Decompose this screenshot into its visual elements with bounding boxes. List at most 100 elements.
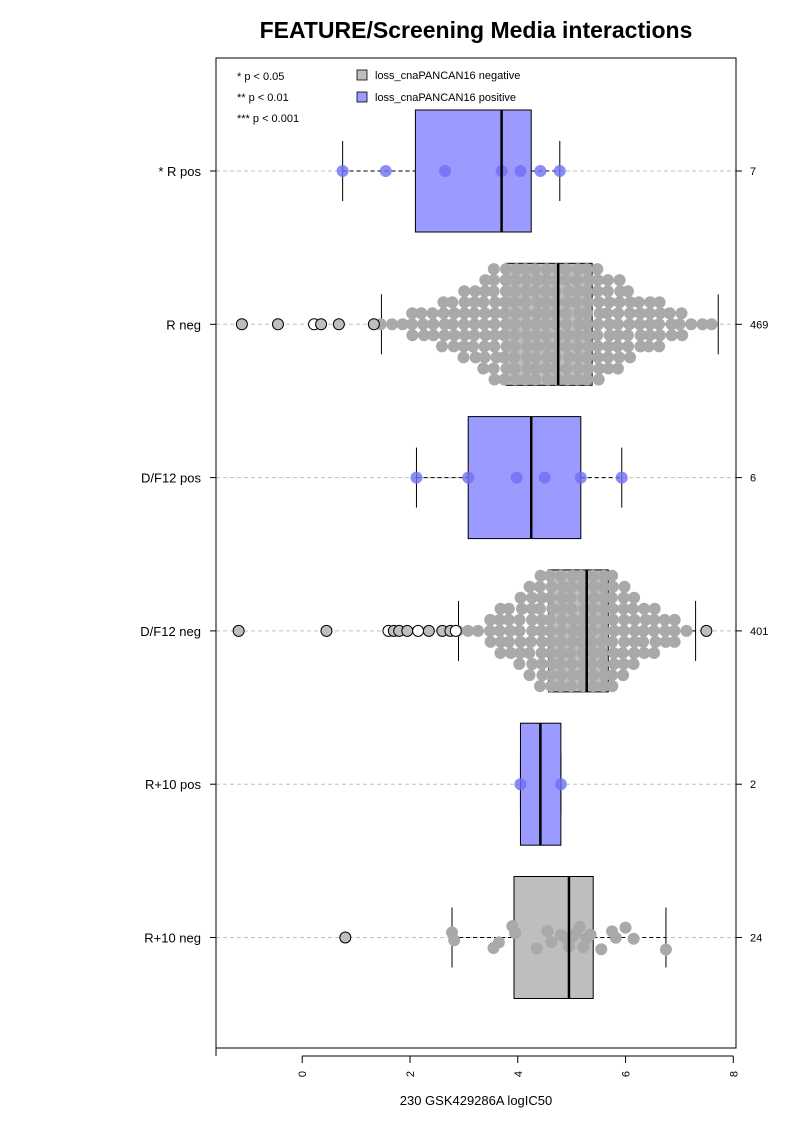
legend-swatch xyxy=(356,91,368,103)
data-point xyxy=(410,471,423,484)
data-point xyxy=(458,329,471,342)
data-point xyxy=(588,591,600,604)
group-label: * R pos xyxy=(158,164,201,179)
data-point xyxy=(529,351,542,364)
data-point xyxy=(533,602,546,615)
data-point xyxy=(531,274,544,287)
data-point xyxy=(524,635,537,648)
data-point xyxy=(628,591,641,604)
data-point xyxy=(478,340,491,353)
data-point xyxy=(575,669,588,682)
data-point xyxy=(427,318,440,331)
data-point xyxy=(581,351,594,364)
data-point xyxy=(468,329,481,342)
outlier-point xyxy=(422,624,435,637)
data-point xyxy=(574,471,587,484)
data-point xyxy=(603,329,616,342)
data-point xyxy=(396,318,409,331)
group-count: 2 xyxy=(750,779,756,791)
data-point xyxy=(529,318,542,331)
data-point xyxy=(591,351,604,364)
data-point xyxy=(595,943,608,956)
data-point xyxy=(498,373,511,386)
data-point xyxy=(534,165,547,177)
outlier-point xyxy=(315,318,328,331)
outlier-point xyxy=(235,318,248,331)
data-point xyxy=(545,680,558,693)
data-point xyxy=(494,647,507,659)
data-point xyxy=(606,602,619,615)
data-point xyxy=(529,362,542,375)
data-point xyxy=(541,925,554,938)
data-point xyxy=(575,624,588,637)
data-point xyxy=(668,613,681,626)
data-point xyxy=(653,329,666,342)
data-point xyxy=(572,318,585,331)
data-point xyxy=(603,318,616,331)
data-point xyxy=(418,329,430,342)
data-point xyxy=(566,569,579,582)
data-point xyxy=(608,624,621,637)
data-point xyxy=(528,285,541,298)
data-point xyxy=(508,340,521,353)
data-point xyxy=(509,373,522,386)
data-point xyxy=(643,329,656,342)
data-point xyxy=(498,307,511,320)
data-point xyxy=(572,362,585,375)
chart-title: FEATURE/Screening Media interactions xyxy=(260,17,693,43)
outlier-point xyxy=(700,624,713,637)
data-point xyxy=(446,318,459,331)
data-point xyxy=(545,669,558,682)
data-point xyxy=(675,307,688,320)
data-point xyxy=(560,318,573,331)
data-point xyxy=(613,296,626,309)
data-point xyxy=(560,296,573,309)
data-point xyxy=(565,602,578,615)
data-point xyxy=(654,307,667,320)
data-point xyxy=(562,285,575,298)
data-point xyxy=(540,263,553,276)
data-point xyxy=(484,613,497,626)
data-point xyxy=(546,602,559,615)
data-point xyxy=(564,591,577,604)
box xyxy=(467,416,582,540)
data-point xyxy=(448,934,461,947)
data-point xyxy=(520,274,533,287)
x-tick-label: 8 xyxy=(728,1071,740,1077)
data-point xyxy=(502,613,515,626)
x-tick-label: 6 xyxy=(621,1071,633,1077)
data-point xyxy=(618,624,630,637)
data-point xyxy=(546,658,559,670)
data-point xyxy=(628,624,641,637)
data-point xyxy=(508,362,521,375)
data-point xyxy=(536,635,548,648)
data-point xyxy=(597,580,610,593)
data-point xyxy=(500,362,513,375)
data-point xyxy=(406,307,419,320)
data-point xyxy=(513,658,526,670)
data-point xyxy=(544,613,556,626)
data-point xyxy=(633,318,646,331)
data-point xyxy=(487,274,500,287)
data-point xyxy=(587,613,600,626)
data-point xyxy=(514,591,527,604)
data-point xyxy=(555,647,568,659)
data-point xyxy=(541,351,554,364)
data-point xyxy=(619,921,632,934)
data-point xyxy=(509,926,522,939)
data-point xyxy=(538,471,551,484)
data-point xyxy=(509,307,522,320)
data-point xyxy=(611,362,624,375)
data-point xyxy=(571,373,584,386)
data-point xyxy=(534,569,547,582)
data-point xyxy=(462,624,475,637)
box xyxy=(414,109,532,233)
data-point xyxy=(585,635,598,648)
data-point xyxy=(488,340,501,353)
data-point xyxy=(458,285,471,298)
data-point xyxy=(673,318,686,331)
data-point xyxy=(504,624,517,637)
data-point xyxy=(500,340,513,353)
outlier-point xyxy=(401,624,414,637)
data-point xyxy=(676,329,689,342)
